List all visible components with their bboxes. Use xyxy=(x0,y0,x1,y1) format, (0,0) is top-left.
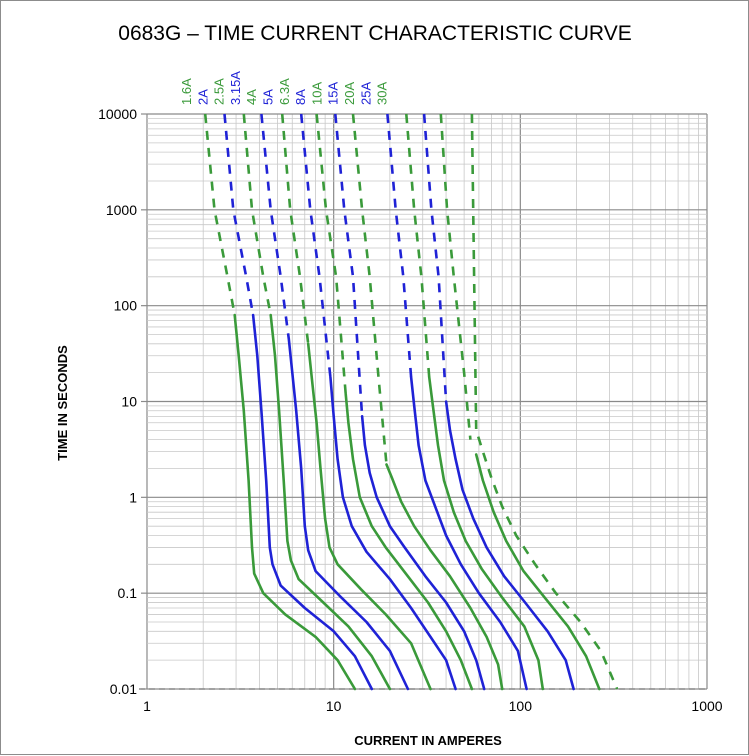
y-axis-title: TIME IN SECONDS xyxy=(55,345,70,461)
curve-dashed-8A xyxy=(334,113,364,417)
curve-dashed-6.3A xyxy=(315,113,347,395)
legend-label-20A: 20A xyxy=(342,82,357,105)
curve-5A xyxy=(329,375,457,691)
curve-dashed-10A xyxy=(351,113,388,465)
curve-20A xyxy=(427,375,545,691)
x-tick-label: 1000 xyxy=(691,698,722,714)
x-tick-label: 10 xyxy=(326,698,342,714)
legend: 1.6A 2A 2.5A 3.15A 4A 5A 6.3A 8A 10A 15A 20A 25A 30A xyxy=(179,71,390,105)
legend-label-2A: 2A xyxy=(195,89,210,105)
legend-label-6.3A: 6.3A xyxy=(277,78,292,105)
legend-label-25A: 25A xyxy=(358,82,373,105)
y-tick-label: 1000 xyxy=(106,202,137,218)
curve-dashed-unlabeled xyxy=(470,113,619,690)
legend-label-3.15A: 3.15A xyxy=(228,71,243,105)
curve-8A xyxy=(360,415,486,691)
curve-dashed-3.15A xyxy=(260,113,291,340)
legend-label-10A: 10A xyxy=(309,82,324,105)
curve-dashed-25A xyxy=(422,113,448,402)
y-tick-label: 10 xyxy=(121,394,137,410)
y-tick-label: 0.1 xyxy=(118,585,138,601)
curve-30A xyxy=(474,453,601,691)
curve-4A xyxy=(306,342,432,691)
x-axis-title: CURRENT IN AMPERES xyxy=(354,733,502,748)
legend-label-30A: 30A xyxy=(375,82,390,105)
x-tick-label: 100 xyxy=(509,698,533,714)
grid xyxy=(139,113,708,690)
legend-label-4A: 4A xyxy=(244,89,259,105)
legend-label-2.5A: 2.5A xyxy=(212,78,227,105)
y-tick-label: 100 xyxy=(114,298,138,314)
curves xyxy=(203,113,619,691)
chart-title: 0683G – TIME CURRENT CHARACTERISTIC CURV… xyxy=(118,22,631,45)
y-tick-label: 0.01 xyxy=(110,681,137,697)
legend-label-8A: 8A xyxy=(293,89,308,105)
curve-2.5A xyxy=(269,313,392,691)
tick-labels: 1 10 100 1000 0.01 0.1 1 10 100 1000 10000 xyxy=(98,106,723,714)
y-tick-label: 1 xyxy=(129,489,137,505)
curve-dashed-20A xyxy=(405,113,431,378)
curve-10A xyxy=(385,463,504,691)
curve-1.6A xyxy=(233,313,357,691)
curve-dashed-15A xyxy=(386,113,413,378)
curve-3.15A xyxy=(287,337,410,691)
x-tick-label: 1 xyxy=(143,698,151,714)
curve-15A xyxy=(409,375,528,691)
curve-6.3A xyxy=(344,392,474,691)
legend-label-15A: 15A xyxy=(326,82,341,105)
y-tick-label: 10000 xyxy=(98,106,137,122)
curve-2A xyxy=(251,313,374,691)
curve-25A xyxy=(444,400,575,691)
legend-label-5A: 5A xyxy=(261,89,276,105)
legend-label-1.6A: 1.6A xyxy=(179,78,194,105)
